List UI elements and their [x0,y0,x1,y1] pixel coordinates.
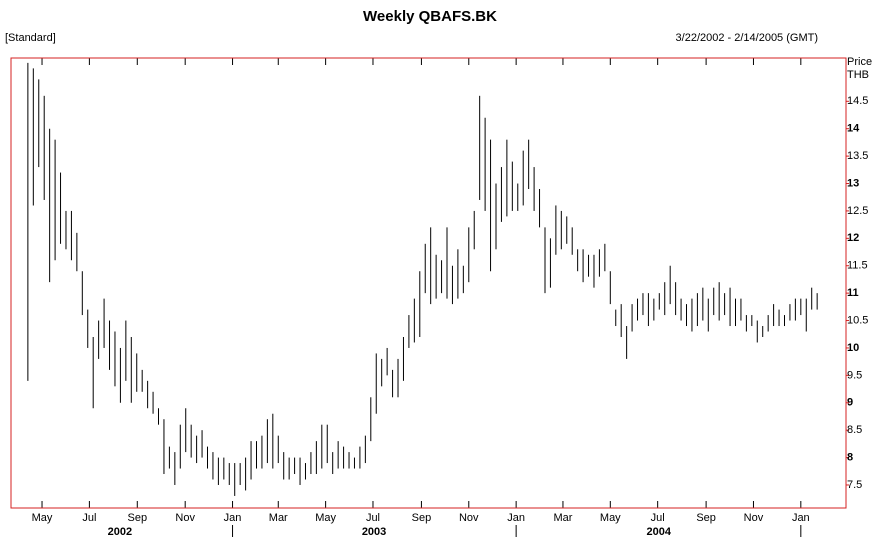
y-tick-label: 11.5 [847,260,868,272]
x-tick-label: Sep [696,512,716,524]
y-tick-label: 7.5 [847,479,862,491]
x-tick-label: May [600,512,621,524]
y-tick-label: 14.5 [847,95,868,107]
y-axis-label: Price [847,56,872,68]
x-tick-label: Jan [224,512,242,524]
x-tick-label: Nov [744,512,764,524]
x-tick-label: Jan [792,512,810,524]
x-tick-label: May [315,512,336,524]
x-tick-label: May [32,512,53,524]
chart-title: Weekly QBAFS.BK [363,8,497,25]
x-tick-label: Sep [412,512,432,524]
y-axis-unit: THB [847,69,869,81]
chart-subtitle: [Standard] [5,32,56,44]
x-tick-label: Jul [651,512,665,524]
y-tick-label: 13.5 [847,150,868,162]
y-tick-label: 10.5 [847,314,868,326]
y-tick-label: 13 [847,177,859,189]
plot-frame [10,57,847,509]
x-tick-label: Jul [82,512,96,524]
y-tick-label: 11 [847,287,859,299]
y-tick-label: 12 [847,232,859,244]
x-tick-label: Mar [553,512,572,524]
year-label: 2002 [108,526,132,537]
y-tick-label: 10 [847,342,859,354]
date-range: 3/22/2002 - 2/14/2005 (GMT) [676,32,818,44]
y-tick-label: 14 [847,123,860,135]
y-tick-label: 12.5 [847,205,868,217]
x-tick-label: Jan [507,512,525,524]
year-label: 2003 [362,526,386,537]
x-tick-label: Jul [366,512,380,524]
x-tick-label: Mar [269,512,288,524]
x-tick-label: Nov [459,512,479,524]
x-tick-label: Nov [175,512,195,524]
year-label: 2004 [647,526,672,537]
y-tick-label: 9.5 [847,369,862,381]
y-tick-label: 8.5 [847,424,862,436]
y-tick-label: 9 [847,397,853,409]
x-tick-label: Sep [127,512,147,524]
y-tick-label: 8 [847,451,853,463]
